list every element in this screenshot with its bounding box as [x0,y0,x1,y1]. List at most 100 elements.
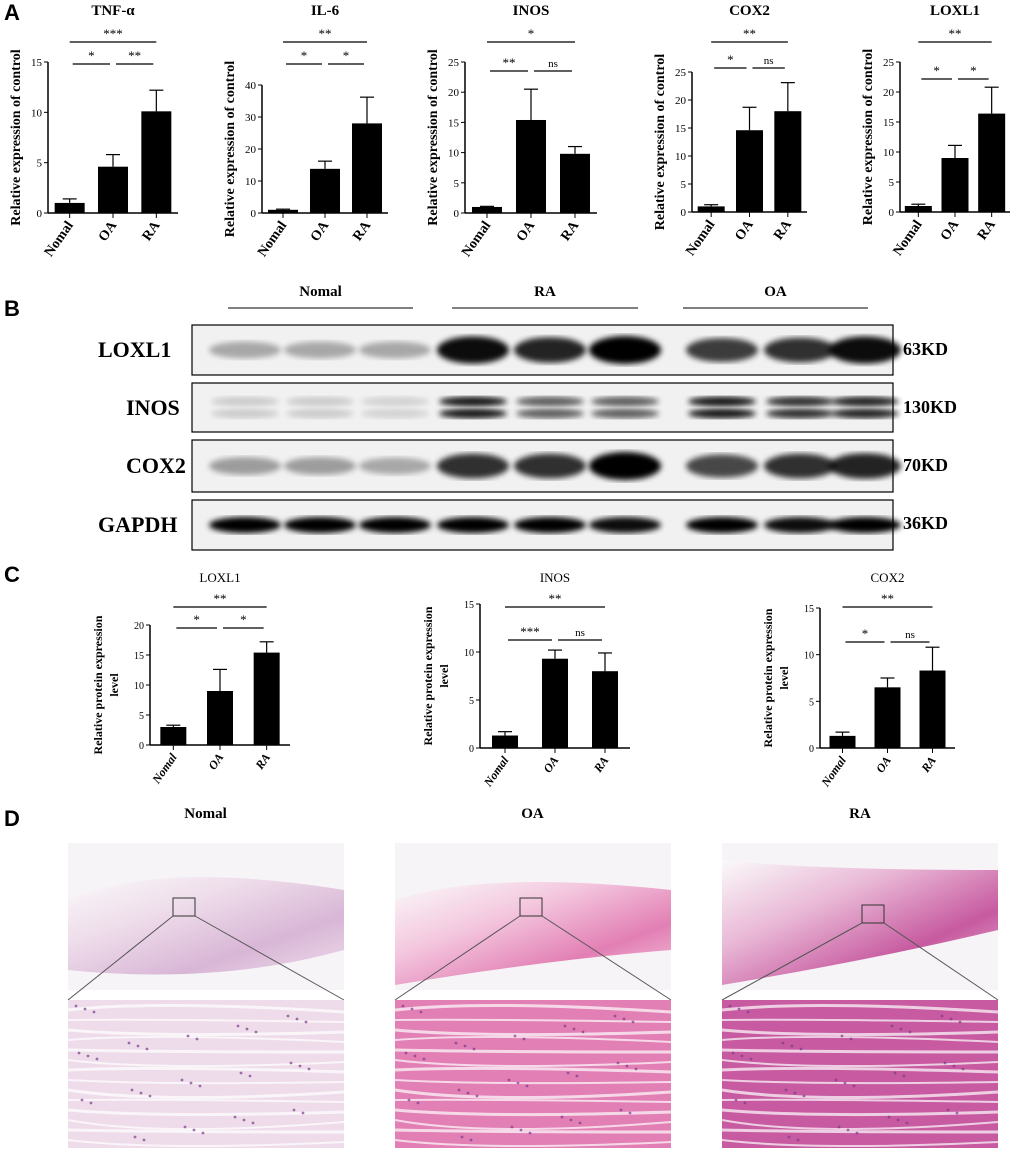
cell-nucleus [737,1007,741,1011]
cell-nucleus [902,1074,906,1078]
cell-nucleus [475,1094,479,1098]
cell-nucleus [887,1115,891,1119]
bar-oa [516,119,546,213]
blot-band [209,517,281,533]
y-tick-label: 0 [889,207,895,219]
y-tick-label: 30 [245,112,257,124]
histology-label-oa: OA [521,806,544,822]
histology-overview-image [68,877,344,975]
y-tick-label: 25 [448,57,460,69]
x-tick-label: Nomal [459,219,494,260]
cell-nucleus [519,1128,523,1132]
blot-band [591,396,659,407]
chart-c-cox2: COX2 0 5 10 15 Relative protein expression lev… [761,570,955,790]
bar-nomal [829,735,856,748]
cell-nucleus [422,1057,426,1061]
tissue-fiber [394,1018,672,1023]
blot-band [589,452,661,480]
cell-nucleus [622,1017,626,1021]
tissue-fiber [67,1119,345,1131]
chart-title: LOXL1 [930,3,980,19]
y-tick-label: 15 [448,117,460,129]
cell-nucleus [784,1088,788,1092]
tissue-fiber [394,1066,672,1074]
cell-nucleus [95,1057,99,1061]
blot-band [211,408,279,419]
bar-ra [352,123,382,213]
cell-nucleus [136,1044,140,1048]
cell-nucleus [837,1125,841,1129]
chart-title: IL-6 [311,3,340,19]
cell-nucleus [955,1111,959,1115]
cell-nucleus [563,1024,567,1028]
bar-ra [978,113,1006,212]
blot-band [514,453,586,479]
chart-a-inos: INOS 0 5 10 15 20 25 Relative expression of con… [426,3,597,260]
y-tick-label: 20 [245,144,257,156]
chart-title: INOS [540,570,570,585]
tissue-fiber [67,1066,345,1074]
tissue-fiber [721,1003,999,1014]
x-tick-label: OA [308,218,333,245]
histology-ra [721,843,999,1148]
x-tick-label: OA [540,754,561,776]
cell-nucleus [613,1014,617,1018]
chart-a-il-6: IL-6 0 10 20 30 40 Relative expression of cont… [223,3,388,260]
cell-nucleus [242,1118,246,1122]
cell-nucleus [198,1084,202,1088]
tissue-fiber [394,1139,672,1148]
cell-nucleus [728,1004,732,1008]
blot-band [516,396,584,407]
y-tick-label: 25 [675,67,687,79]
x-tick-label: RA [771,217,795,243]
bar-oa [542,658,568,748]
cell-nucleus [416,1101,420,1105]
cell-nucleus [201,1131,205,1135]
histology-label-ra: RA [849,806,871,822]
cell-nucleus [781,1041,785,1045]
y-axis-label: Relative protein expression [761,608,775,747]
blot-band [591,408,659,419]
cell-nucleus [796,1138,800,1142]
cell-nucleus [289,1061,293,1065]
significance-label: ** [549,591,562,606]
y-tick-label: 0 [251,208,257,220]
tissue-fiber [394,1128,672,1134]
blot-band [286,408,354,419]
cell-nucleus [843,1081,847,1085]
significance-label: * [862,626,869,641]
tissue-fiber [394,1088,672,1100]
y-tick-label: 10 [448,148,460,160]
size-label-inos: 130KD [903,397,957,417]
bar-ra [141,111,172,213]
significance-label: * [193,612,200,627]
cell-nucleus [407,1098,411,1102]
cell-nucleus [292,1108,296,1112]
tissue-fiber [67,1059,345,1068]
cell-nucleus [743,1101,747,1105]
size-label-cox2: 70KD [903,455,948,475]
cell-nucleus [731,1051,735,1055]
significance-label: ** [743,26,756,41]
significance-label: ** [881,591,894,606]
tissue-fiber [721,1066,999,1074]
bar-ra [560,153,590,213]
cell-nucleus [905,1121,909,1125]
cell-nucleus [513,1034,517,1038]
tissue-fiber [394,1035,672,1043]
cell-nucleus [83,1007,87,1011]
tissue-fiber [67,1098,345,1103]
cell-nucleus [463,1044,467,1048]
chart-a-tnf-α: TNF-α 0 5 10 15 Relative expression of contro… [9,3,178,260]
cell-nucleus [404,1051,408,1055]
y-tick-label: 10 [464,648,474,659]
cell-nucleus [251,1121,255,1125]
significance-label: * [301,48,308,63]
cell-nucleus [569,1118,573,1122]
y-tick-label: 15 [675,123,687,135]
cell-nucleus [958,1020,962,1024]
x-tick-label: OA [938,217,963,244]
panel-label-c: C [4,562,20,587]
